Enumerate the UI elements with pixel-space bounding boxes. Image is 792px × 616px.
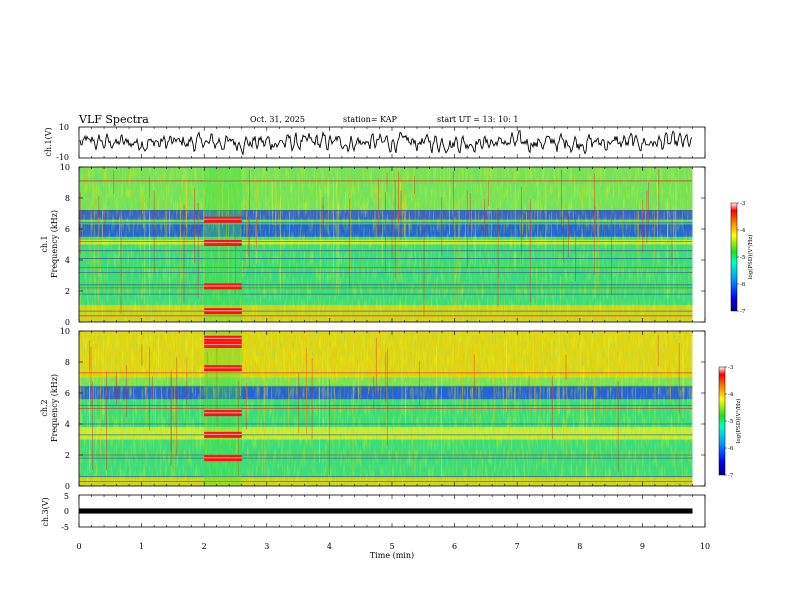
burst-line-highlight <box>204 218 242 220</box>
ch3-ytick-mid: 0 <box>64 507 69 516</box>
colorbar-tick-label: -6 <box>728 446 734 452</box>
burst-line-highlight <box>204 457 242 459</box>
time-axis-ticklabels: 0 1 2 3 4 5 6 7 8 9 10 <box>76 542 710 551</box>
colorbar-ch2-gradient <box>718 366 726 476</box>
ch1-spectrogram-panel: ch.1 Frequency (kHz) 0 2 4 6 8 10 <box>40 163 706 327</box>
time-tick-label: 0 <box>76 542 81 551</box>
freq-tick-label: 8 <box>65 194 70 203</box>
ch3-ytick-bottom: -5 <box>61 523 69 532</box>
colorbar-tick-label: -5 <box>740 255 746 261</box>
burst-line-highlight <box>204 337 242 339</box>
burst-line-highlight <box>204 412 242 414</box>
time-tick-label: 9 <box>640 542 645 551</box>
colorbar-tick-label: -7 <box>740 309 746 315</box>
ch1-spec-ylabel-2: Frequency (kHz) <box>50 210 59 278</box>
colorbar-tick-label: -4 <box>740 228 746 234</box>
colorbar-ch2: log(PSD)(V²/Hz) -3 -4 -5 -6 -7 <box>718 365 742 479</box>
time-tick-label: 4 <box>327 542 332 551</box>
freq-tick-label: 10 <box>60 327 70 336</box>
freq-tick-label: 8 <box>65 358 70 367</box>
colorbar-ch1-gradient <box>730 202 738 312</box>
time-axis-label: Time (min) <box>370 551 414 560</box>
ch1-spectrogram-heatmap <box>79 167 693 322</box>
time-tick-label: 8 <box>577 542 582 551</box>
header-start-time: start UT = 13: 10: 1 <box>437 115 518 124</box>
ch2-spectrogram-panel: ch.2 Frequency (kHz) 0 2 4 6 8 10 <box>40 327 706 491</box>
colorbar-tick-label: -6 <box>740 282 746 288</box>
burst-line-highlight <box>204 310 242 312</box>
colorbar-tick-label: -5 <box>728 419 734 425</box>
time-tick-label: 2 <box>202 542 207 551</box>
ch1-waveform-ylabel: ch.1(V) <box>44 127 53 156</box>
ch2-spec-xticks <box>78 331 706 486</box>
ch2-spec-yticks: 0 2 4 6 8 10 <box>60 327 705 491</box>
time-tick-label: 6 <box>452 542 457 551</box>
burst-line-highlight <box>204 433 242 436</box>
time-tick-label: 5 <box>389 542 394 551</box>
freq-tick-label: 2 <box>65 287 70 296</box>
ch3-signal-band <box>79 508 693 514</box>
burst-line-highlight <box>204 343 242 346</box>
freq-tick-label: 0 <box>65 482 70 491</box>
ch2-spec-ylabel-2: Frequency (kHz) <box>50 374 59 442</box>
ch2-spectrogram-heatmap <box>79 331 693 486</box>
ch3-ytick-top: 5 <box>64 492 69 501</box>
header-station: station= KAP <box>343 115 398 124</box>
ch2-spec-ylabel-1: ch.2 <box>40 399 49 416</box>
freq-tick-label: 0 <box>65 318 70 327</box>
time-tick-label: 3 <box>264 542 269 551</box>
ch3-ylabel: ch.3(V) <box>41 497 50 526</box>
colorbar-tick-label: -3 <box>728 365 734 371</box>
freq-tick-label: 4 <box>65 256 70 265</box>
freq-tick-label: 6 <box>65 225 70 234</box>
freq-tick-label: 6 <box>65 389 70 398</box>
colorbar-tick-label: -3 <box>740 201 746 207</box>
header-date: Oct. 31, 2025 <box>250 115 305 124</box>
colorbar-ch1-label: log(PSD)(V²/Hz) <box>747 235 754 280</box>
colorbar-tick-label: -7 <box>728 473 734 479</box>
chart-title: VLF Spectra <box>78 113 149 126</box>
freq-tick-label: 2 <box>65 451 70 460</box>
time-tick-label: 10 <box>700 542 710 551</box>
ch3-xticks <box>78 495 706 527</box>
burst-interval <box>204 331 242 486</box>
colorbar-tick-label: -4 <box>728 392 734 398</box>
ch3-signal-panel: ch.3(V) 5 0 -5 <box>41 492 706 532</box>
ch1-ytick-top: 10 <box>59 123 69 132</box>
burst-line-highlight <box>204 285 242 287</box>
ch1-spec-yticks: 0 2 4 6 8 10 <box>60 163 705 327</box>
time-tick-label: 7 <box>515 542 520 551</box>
ch1-waveform-line <box>79 130 693 156</box>
freq-tick-label: 4 <box>65 420 70 429</box>
colorbar-ch1: log(PSD)(V²/Hz) -3 -4 -5 -6 -7 <box>730 201 754 315</box>
time-tick-label: 1 <box>139 542 144 551</box>
colorbar-ch2-label: log(PSD)(V²/Hz) <box>735 399 742 444</box>
ch1-waveform-panel: ch.1(V) 10 -10 <box>44 123 706 162</box>
ch1-spec-xticks <box>78 167 706 322</box>
burst-line-highlight <box>204 241 242 244</box>
burst-line-highlight <box>204 367 242 369</box>
ch1-spec-ylabel-1: ch.1 <box>40 235 49 252</box>
freq-tick-label: 10 <box>60 163 70 172</box>
ch1-ytick-bottom: -10 <box>56 153 69 162</box>
ch1-waveform-ticks <box>78 127 706 158</box>
